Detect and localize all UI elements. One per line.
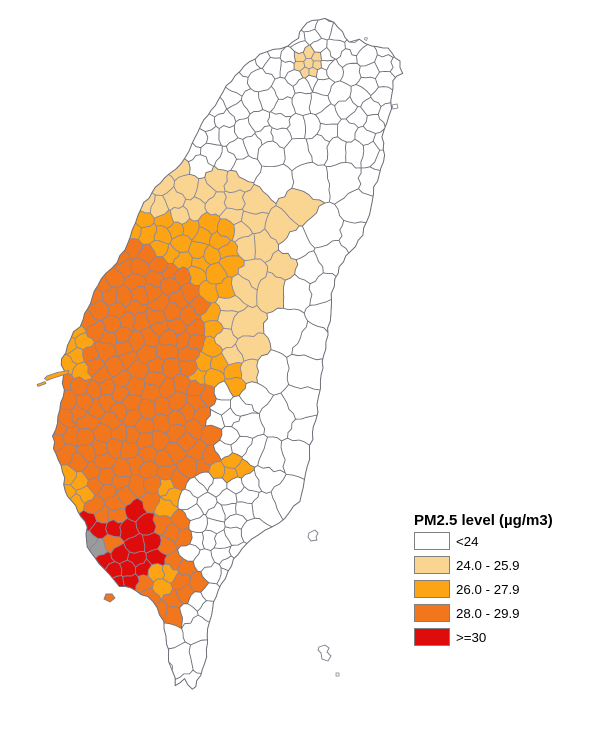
svg-text:>=30: >=30 — [456, 630, 486, 645]
svg-text:24.0 - 25.9: 24.0 - 25.9 — [456, 558, 520, 573]
svg-text:PM2.5 level (µg/m3): PM2.5 level (µg/m3) — [414, 512, 553, 529]
svg-text:26.0 - 27.9: 26.0 - 27.9 — [456, 582, 520, 597]
svg-text:<24: <24 — [456, 534, 479, 549]
svg-text:28.0 - 29.9: 28.0 - 29.9 — [456, 606, 520, 621]
